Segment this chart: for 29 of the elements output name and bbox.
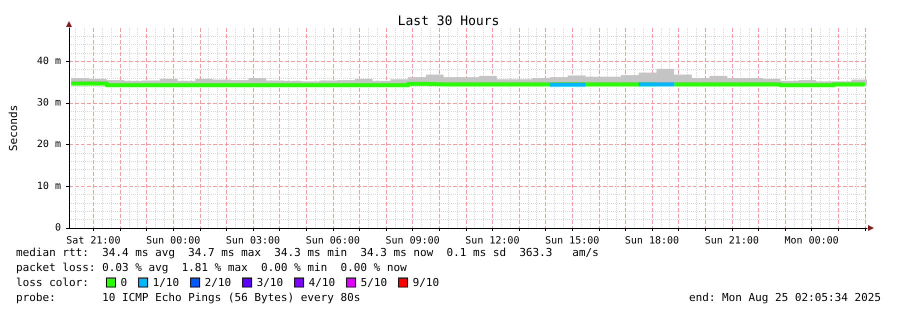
legend-title: loss color: [16,276,89,289]
legend-label: 1/10 [152,276,180,289]
x-tick-label: Sun 12:00 [465,236,520,246]
x-tick-label: Sun 21:00 [704,236,759,246]
x-tick-label: Sun 03:00 [226,236,280,246]
x-tick-label: Mon 00:00 [784,236,839,246]
text: end: Mon Aug 25 02:05:34 2025 [688,291,882,304]
x-tick-label: Sun 15:00 [545,236,600,246]
text: probe: 10 ICMP Echo Pings (56 Bytes) every 80s [16,291,360,304]
text: median rtt: 34.4 ms avg 34.7 ms max 34.3 ms min 34.3 ms now 0.1 ms sd 363.3 am/s [16,246,599,259]
legend-label: 5/10 [360,276,388,289]
y-tick-label: 20 m [36,139,61,150]
legend-label: 9/10 [412,276,440,289]
y-axis-title: Seconds [7,104,20,152]
legend-label: 2/10 [204,276,232,289]
y-tick-label: 0 [54,222,61,234]
text: packet loss: 0.03 % avg 1.81 % max 0.00 % min 0.00 % now [16,261,408,274]
x-tick-label: Sat 21:00 [66,236,120,246]
legend-label: 0 [120,276,128,289]
x-tick-label: Sun 00:00 [146,236,200,246]
y-tick-label: 40 m [36,56,61,67]
y-tick-label: 10 m [36,180,61,192]
x-tick-label: Sun 06:00 [306,236,360,246]
legend-label: 4/10 [308,276,336,289]
x-tick-label: Sun 18:00 [624,236,680,246]
chart-title: Last 30 Hours [398,14,500,29]
y-tick-label: 30 m [36,98,61,108]
legend-label: 3/10 [256,276,284,289]
x-tick-label: Sun 09:00 [385,236,440,246]
